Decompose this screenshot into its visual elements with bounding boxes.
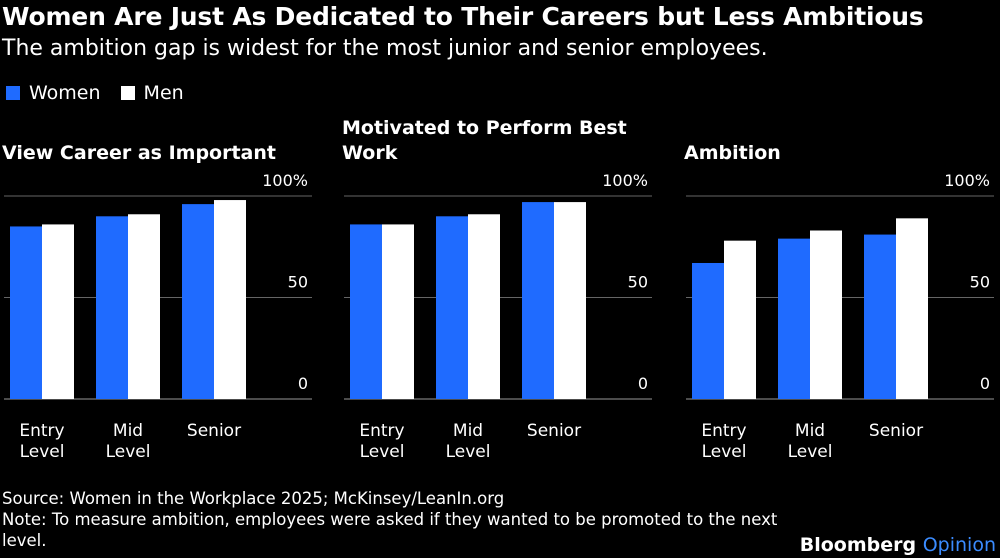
y-tick-label: 100% bbox=[602, 171, 648, 190]
brand-logo: Bloomberg Opinion bbox=[800, 534, 996, 556]
x-tick-label: Senior bbox=[869, 421, 923, 441]
bar-men bbox=[810, 230, 842, 399]
x-tick-label: Entry bbox=[19, 421, 64, 441]
legend: Women Men bbox=[6, 82, 204, 104]
bar-men bbox=[896, 218, 928, 399]
panel-title: Ambition bbox=[684, 142, 781, 164]
bar-men bbox=[42, 224, 74, 399]
bar-women bbox=[182, 204, 214, 399]
y-tick-label: 0 bbox=[980, 374, 990, 393]
panel-title: View Career as Important bbox=[2, 142, 276, 164]
legend-item-men: Men bbox=[120, 82, 184, 104]
legend-swatch-men bbox=[120, 86, 135, 100]
brand-suffix: Opinion bbox=[922, 534, 996, 556]
x-tick-label: Entry bbox=[359, 421, 404, 441]
legend-label-women: Women bbox=[29, 82, 101, 104]
bar-women bbox=[10, 226, 42, 399]
x-tick-label: Senior bbox=[527, 421, 581, 441]
y-tick-label: 0 bbox=[298, 374, 308, 393]
methodology-note: Note: To measure ambition, employees wer… bbox=[2, 510, 778, 550]
legend-item-women: Women bbox=[6, 82, 101, 104]
bar-women bbox=[692, 262, 724, 399]
x-tick-label: Level bbox=[20, 442, 65, 462]
x-tick-label: Level bbox=[702, 442, 747, 462]
x-tick-label: Level bbox=[446, 442, 491, 462]
y-tick-label: 100% bbox=[944, 171, 990, 190]
y-tick-label: 50 bbox=[970, 273, 990, 292]
legend-label-men: Men bbox=[143, 82, 184, 104]
chart-title: Women Are Just As Dedicated to Their Car… bbox=[2, 2, 924, 31]
y-tick-label: 100% bbox=[262, 171, 308, 190]
charts-area: View Career as Important050100%EntryLeve… bbox=[2, 117, 994, 462]
bar-men bbox=[554, 202, 586, 399]
footer: Source: Women in the Workplace 2025; McK… bbox=[2, 488, 802, 551]
legend-swatch-women bbox=[6, 86, 20, 100]
bar-women bbox=[778, 238, 810, 399]
x-tick-label: Senior bbox=[187, 421, 241, 441]
bar-men bbox=[724, 240, 756, 399]
source-note: Source: Women in the Workplace 2025; McK… bbox=[2, 489, 505, 508]
bar-women bbox=[96, 216, 128, 399]
x-tick-label: Mid bbox=[453, 421, 483, 441]
x-tick-label: Level bbox=[788, 442, 833, 462]
panel-title: Motivated to Perform Best bbox=[342, 117, 627, 139]
bar-men bbox=[382, 224, 414, 399]
bar-men bbox=[128, 214, 160, 399]
y-tick-label: 50 bbox=[628, 273, 648, 292]
x-tick-label: Mid bbox=[795, 421, 825, 441]
x-tick-label: Level bbox=[360, 442, 405, 462]
bar-women bbox=[522, 202, 554, 399]
y-tick-label: 50 bbox=[288, 273, 308, 292]
brand-name: Bloomberg bbox=[799, 534, 917, 556]
x-tick-label: Level bbox=[106, 442, 151, 462]
bar-men bbox=[214, 200, 246, 399]
x-tick-label: Mid bbox=[113, 421, 143, 441]
x-tick-label: Entry bbox=[701, 421, 746, 441]
bar-women bbox=[436, 216, 468, 399]
chart-subtitle: The ambition gap is widest for the most … bbox=[2, 36, 768, 61]
y-tick-label: 0 bbox=[638, 374, 648, 393]
bar-women bbox=[350, 224, 382, 399]
bar-men bbox=[468, 214, 500, 399]
bar-women bbox=[864, 234, 896, 399]
panel-title: Work bbox=[342, 142, 398, 164]
